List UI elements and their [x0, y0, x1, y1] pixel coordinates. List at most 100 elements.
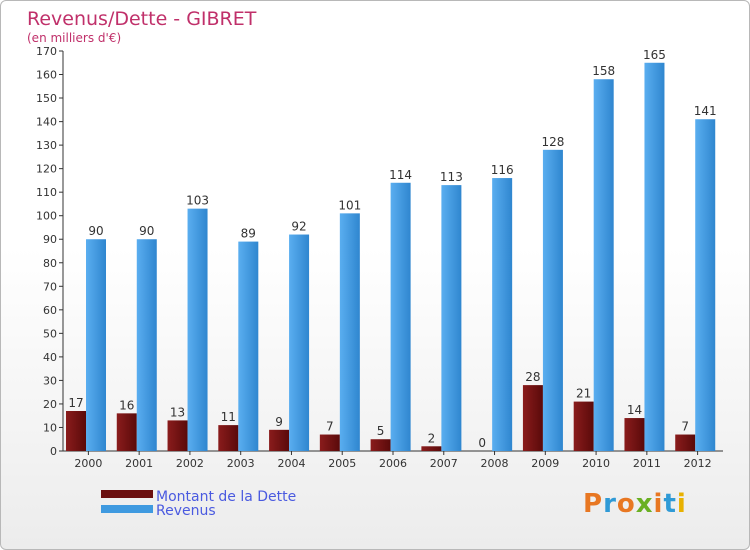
- data-label-revenue: 114: [389, 168, 412, 182]
- data-label-revenue: 141: [694, 104, 717, 118]
- bar-debt: [218, 425, 239, 451]
- bar-debt: [522, 385, 543, 451]
- x-tick-label: 2000: [74, 457, 102, 470]
- bar-revenue: [593, 79, 614, 451]
- bar-debt: [421, 446, 442, 451]
- x-tick-label: 2002: [176, 457, 204, 470]
- data-label-debt: 7: [681, 420, 689, 434]
- data-label-revenue: 90: [139, 224, 154, 238]
- y-tick-label: 30: [43, 374, 57, 387]
- data-label-revenue: 128: [541, 135, 564, 149]
- legend-swatch-debt: [101, 490, 153, 498]
- bar-debt: [116, 413, 137, 451]
- logo-letter: r: [603, 489, 617, 519]
- data-label-revenue: 92: [291, 220, 306, 234]
- x-tick-label: 2007: [430, 457, 458, 470]
- data-label-revenue: 165: [643, 48, 666, 62]
- y-tick-label: 100: [36, 210, 57, 223]
- x-tick-label: 2004: [277, 457, 305, 470]
- bar-revenue: [238, 241, 259, 451]
- logo-letter: i: [653, 489, 664, 519]
- y-tick-label: 50: [43, 327, 57, 340]
- y-tick-label: 110: [36, 186, 57, 199]
- legend-label-debt: Montant de la Dette: [156, 489, 296, 505]
- data-label-debt: 9: [275, 415, 283, 429]
- data-label-revenue: 89: [241, 227, 256, 241]
- data-label-debt: 2: [428, 431, 436, 445]
- bar-debt: [66, 411, 86, 451]
- y-tick-label: 40: [43, 351, 57, 364]
- data-label-debt: 28: [525, 370, 540, 384]
- data-label-debt: 14: [627, 403, 642, 417]
- y-tick-label: 160: [36, 69, 57, 82]
- data-labels: 17 90 16 90 13 103 11 89 9 92 7 101 5 114 2 113 0 116 28 12…: [68, 48, 716, 450]
- y-tick-label: 10: [43, 421, 57, 434]
- data-label-debt: 7: [326, 420, 334, 434]
- bar-revenue: [136, 239, 157, 451]
- bar-debt: [573, 401, 594, 451]
- y-tick-label: 130: [36, 139, 57, 152]
- data-label-debt: 13: [170, 405, 185, 419]
- data-label-revenue: 113: [440, 170, 463, 184]
- y-tick-label: 0: [50, 445, 57, 458]
- chart-title: Revenus/Dette - GIBRET: [27, 8, 257, 30]
- bar-debt: [269, 429, 290, 451]
- bar-debt: [319, 434, 340, 451]
- data-label-revenue: 103: [186, 194, 209, 208]
- x-tick-label: 2003: [227, 457, 255, 470]
- data-label-debt: 17: [68, 396, 83, 410]
- data-label-debt: 11: [221, 410, 236, 424]
- bar-revenue: [339, 213, 360, 451]
- y-tick-label: 70: [43, 280, 57, 293]
- legend-swatch-revenue: [101, 505, 153, 513]
- x-tick-label: 2012: [684, 457, 712, 470]
- x-tick-label: 2011: [633, 457, 661, 470]
- x-tick-label: 2009: [531, 457, 559, 470]
- logo-letter: i: [676, 489, 687, 519]
- legend: Montant de la Dette Revenus: [101, 489, 296, 519]
- data-label-revenue: 116: [491, 163, 514, 177]
- proxiti-logo: Proxiti: [583, 489, 687, 519]
- bar-revenue: [390, 182, 411, 451]
- y-tick-label: 120: [36, 163, 57, 176]
- x-tick-label: 2008: [481, 457, 509, 470]
- data-label-revenue: 101: [338, 198, 361, 212]
- legend-label-revenue: Revenus: [156, 503, 216, 519]
- y-tick-label: 170: [36, 45, 57, 58]
- y-tick-label: 90: [43, 233, 57, 246]
- data-label-revenue: 158: [592, 64, 615, 78]
- data-label-debt: 5: [377, 424, 385, 438]
- bar-revenue: [441, 185, 462, 451]
- logo-letter: o: [616, 489, 636, 519]
- y-tick-label: 80: [43, 257, 57, 270]
- y-tick-label: 140: [36, 116, 57, 129]
- x-tick-label: 2006: [379, 457, 407, 470]
- bar-revenue: [644, 62, 665, 451]
- y-tick-label: 150: [36, 92, 57, 105]
- x-tick-label: 2010: [582, 457, 610, 470]
- y-tick-label: 60: [43, 304, 57, 317]
- logo-letter: x: [635, 489, 654, 519]
- x-tick-label: 2005: [328, 457, 356, 470]
- bar-revenue: [86, 239, 106, 451]
- logo-letter: P: [583, 489, 604, 519]
- bar-debt: [167, 420, 188, 451]
- bar-debt: [675, 434, 696, 451]
- x-tick-label: 2001: [125, 457, 153, 470]
- bars: [66, 62, 716, 451]
- y-tick-label: 20: [43, 398, 57, 411]
- data-label-revenue: 90: [88, 224, 103, 238]
- bar-debt: [624, 418, 645, 451]
- data-label-debt: 16: [119, 398, 134, 412]
- bar-revenue: [695, 119, 716, 451]
- bar-revenue: [187, 208, 208, 451]
- logo-letter: t: [663, 489, 677, 519]
- bar-revenue: [289, 234, 310, 451]
- axes: 0102030405060708090100110120130140150160…: [36, 45, 723, 470]
- bar-revenue: [542, 149, 563, 451]
- bar-revenue: [492, 178, 513, 451]
- chart-subtitle: (en milliers d'€): [27, 31, 121, 45]
- data-label-debt: 0: [478, 436, 486, 450]
